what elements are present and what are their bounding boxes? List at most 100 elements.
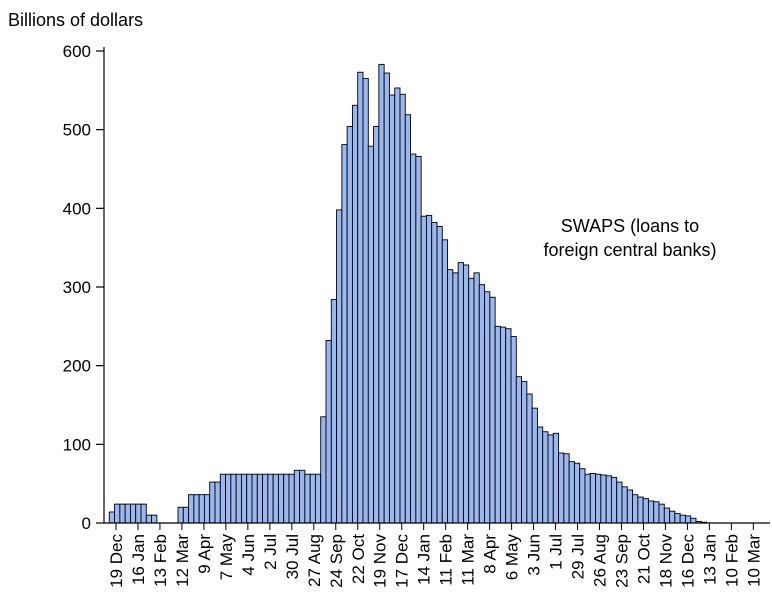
- bar: [505, 328, 512, 524]
- bar: [129, 503, 137, 524]
- bar: [404, 114, 412, 524]
- y-tick-label: 200: [63, 357, 91, 376]
- bar: [653, 501, 660, 524]
- x-tick-label: 19 Nov: [371, 534, 390, 588]
- bar: [647, 500, 655, 524]
- bar: [473, 272, 480, 524]
- axes-group: [103, 47, 770, 524]
- bar: [267, 473, 274, 524]
- y-tick-label: 400: [63, 199, 91, 218]
- y-axis-title: Billions of dollars: [8, 10, 144, 30]
- x-tick-label: 26 Aug: [590, 534, 609, 587]
- bar: [526, 393, 533, 524]
- bar: [515, 376, 523, 524]
- bar: [336, 209, 343, 524]
- bar: [330, 299, 338, 524]
- bar: [684, 515, 692, 524]
- bar: [536, 426, 544, 524]
- x-tick-label: 27 Aug: [305, 534, 324, 587]
- bar: [214, 481, 221, 524]
- bar: [658, 503, 665, 524]
- bar: [452, 272, 459, 524]
- bar: [262, 473, 269, 524]
- bar: [367, 145, 375, 524]
- x-tick-label: 21 Oct: [634, 534, 653, 584]
- bar: [462, 264, 470, 524]
- y-tick-label: 500: [63, 121, 91, 140]
- x-ticks-group: 19 Dec 16 Jan 13 Feb 12 Mar 9 Apr 7 May 4 Jun 2…: [107, 523, 763, 588]
- bar: [394, 87, 401, 524]
- bar: [277, 473, 285, 524]
- bar: [441, 239, 449, 524]
- bar: [542, 431, 549, 524]
- bar: [616, 481, 623, 524]
- bar: [478, 284, 486, 524]
- bar: [119, 503, 126, 524]
- bars-group: [108, 63, 708, 524]
- bar: [579, 468, 586, 524]
- bar: [642, 498, 649, 524]
- bar: [219, 473, 227, 524]
- bar: [669, 510, 676, 524]
- bar: [584, 473, 591, 524]
- bar: [600, 474, 607, 524]
- bar: [484, 291, 491, 524]
- x-tick-label: 30 Jul: [283, 534, 302, 579]
- bar: [145, 514, 153, 524]
- bar: [547, 434, 554, 524]
- bar: [521, 380, 528, 524]
- x-tick-label: 22 Oct: [349, 534, 368, 584]
- x-tick-label: 7 May: [217, 534, 236, 581]
- x-tick-label: 2 Jul: [261, 534, 280, 570]
- bar: [140, 503, 147, 524]
- x-tick-label: 23 Sep: [612, 534, 631, 588]
- x-tick-label: 19 Dec: [107, 534, 126, 588]
- bar: [203, 494, 211, 524]
- bar: [621, 486, 628, 524]
- x-tick-label: 10 Feb: [722, 534, 741, 587]
- bar: [114, 503, 121, 524]
- y-tick-label: 600: [63, 42, 91, 61]
- bar: [489, 296, 496, 524]
- bar: [135, 503, 142, 524]
- bar: [256, 473, 264, 524]
- x-tick-label: 6 May: [503, 534, 522, 581]
- bar: [293, 469, 301, 524]
- bar: [288, 473, 295, 524]
- bar: [410, 153, 417, 524]
- bar: [124, 503, 131, 524]
- bar: [447, 269, 454, 524]
- annotation-line-2: foreign central banks): [543, 240, 717, 260]
- bar: [558, 452, 565, 524]
- x-tick-label: 1 Jul: [547, 534, 566, 570]
- y-tick-label: 100: [63, 435, 91, 454]
- bar: [209, 481, 216, 524]
- bar: [299, 469, 306, 524]
- x-tick-label: 13 Jan: [700, 534, 719, 585]
- bar: [425, 214, 433, 524]
- x-tick-label: 13 Feb: [151, 534, 170, 587]
- bar: [108, 511, 116, 524]
- bar: [494, 325, 501, 524]
- x-tick-label: 4 Jun: [239, 534, 258, 576]
- bar: [351, 104, 359, 524]
- bar: [626, 489, 634, 524]
- bar: [457, 262, 464, 524]
- bar: [674, 513, 681, 524]
- bar: [690, 517, 697, 524]
- bar: [246, 473, 253, 524]
- bar: [304, 473, 311, 524]
- bar: [679, 514, 686, 524]
- bar: [283, 473, 290, 524]
- bar: [378, 63, 385, 524]
- bar: [309, 473, 316, 524]
- x-tick-label: 11 Feb: [437, 534, 456, 586]
- bar: [510, 336, 517, 524]
- bar: [637, 496, 644, 524]
- bar: [573, 462, 581, 524]
- bar: [240, 473, 248, 524]
- bar: [188, 494, 195, 524]
- bar: [235, 473, 242, 524]
- bar: [325, 340, 332, 524]
- bar: [605, 475, 612, 524]
